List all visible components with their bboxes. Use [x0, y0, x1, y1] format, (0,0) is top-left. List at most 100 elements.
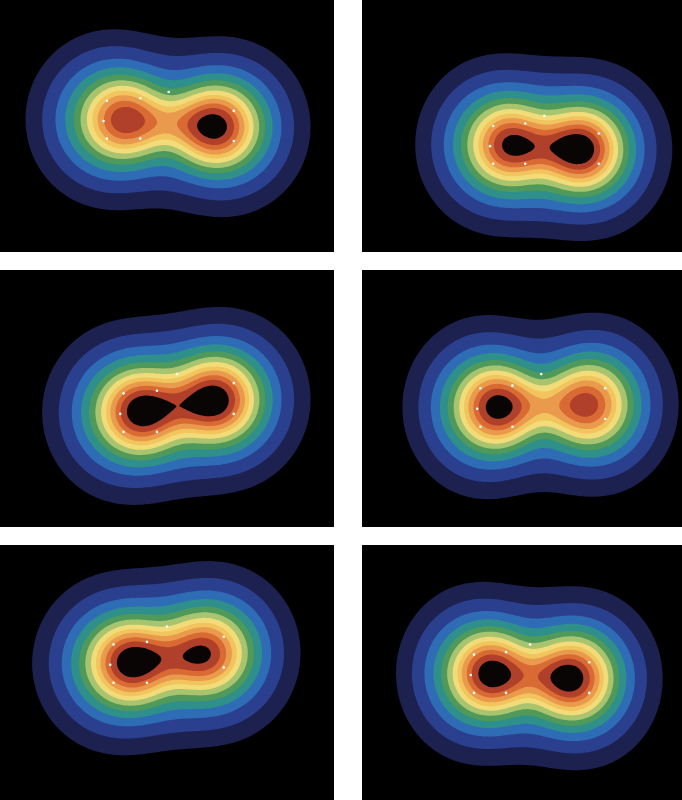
- atom-dot: [505, 692, 508, 695]
- contour-band: [105, 632, 226, 687]
- contour-band: [402, 313, 678, 499]
- contour-band: [431, 70, 656, 225]
- atom-dot: [511, 384, 514, 387]
- atom-dot: [122, 431, 125, 434]
- contour-band: [483, 118, 610, 179]
- contour-band: [467, 650, 595, 702]
- contour-band: [71, 599, 262, 718]
- atom-dot: [109, 664, 112, 667]
- panel-background: [0, 545, 334, 800]
- contour-band: [415, 53, 672, 241]
- contour-band: [467, 104, 623, 192]
- atom-dot: [598, 163, 601, 166]
- contour-band: [472, 655, 590, 698]
- contour-band: [396, 582, 663, 770]
- panel-background: [362, 545, 682, 800]
- figure: [0, 0, 682, 800]
- atom-dot: [222, 636, 225, 639]
- contour-band: [433, 619, 626, 733]
- contour-band: [502, 134, 594, 164]
- contour-band: [26, 29, 311, 217]
- contour-band: [81, 80, 260, 168]
- atom-dot: [473, 653, 476, 656]
- contour-band: [488, 123, 604, 174]
- plot-area: [32, 561, 300, 755]
- contour-band: [486, 395, 513, 419]
- plot-area: [415, 53, 672, 241]
- panel-background: [0, 270, 334, 527]
- atom-dot: [598, 132, 601, 135]
- contour-band: [127, 386, 229, 427]
- plot-area: [42, 307, 310, 505]
- contour-band: [49, 578, 284, 739]
- contour-band: [72, 336, 282, 476]
- atom-dot: [139, 97, 142, 100]
- atom-dot: [222, 666, 225, 669]
- contour-band: [87, 86, 254, 163]
- contour-band: [461, 98, 629, 197]
- atom-dot: [492, 163, 495, 166]
- contour-band: [106, 366, 249, 445]
- atom-dot: [106, 100, 109, 103]
- atom-dot: [233, 140, 236, 143]
- contour-band: [431, 343, 651, 470]
- plot-area: [396, 582, 663, 770]
- atom-dot: [122, 392, 125, 395]
- contour-band: [453, 637, 609, 716]
- contour-band: [464, 375, 616, 439]
- contour-band: [104, 101, 239, 150]
- contour-band: [478, 114, 613, 183]
- atom-dot: [473, 692, 476, 695]
- panel: [362, 545, 682, 800]
- contour-band: [473, 109, 618, 187]
- contour-band: [424, 611, 634, 741]
- contour-band: [478, 661, 583, 692]
- atom-dot: [588, 692, 591, 695]
- contour-band: [444, 82, 645, 212]
- contour-band: [116, 375, 240, 436]
- atom-dot: [156, 389, 159, 392]
- atom-dot: [102, 120, 105, 123]
- contour-band: [59, 324, 294, 488]
- contour-band: [441, 626, 619, 726]
- contour-band: [459, 371, 621, 444]
- contour-band: [100, 627, 232, 692]
- atom-dot: [492, 125, 495, 128]
- panel-background: [362, 0, 682, 252]
- atom-dot: [176, 373, 179, 376]
- panel: [0, 0, 334, 252]
- atom-dot: [511, 425, 514, 428]
- atom-dot: [470, 674, 473, 677]
- contour-band: [79, 607, 254, 712]
- contour-band: [418, 330, 662, 482]
- atom-dot: [524, 163, 527, 166]
- contour-band: [468, 379, 611, 435]
- contour-band: [474, 384, 606, 431]
- contour-band: [453, 91, 636, 204]
- atom-dot: [540, 373, 543, 376]
- plot-area: [402, 313, 678, 499]
- contour-band: [81, 344, 273, 467]
- contour-band: [447, 632, 613, 721]
- contour-band: [101, 362, 254, 450]
- atom-dot: [524, 122, 527, 125]
- panel-background: [362, 270, 682, 527]
- contour-band: [42, 307, 310, 505]
- contour-band: [448, 359, 634, 454]
- contour-band: [110, 638, 220, 683]
- atom-dot: [479, 425, 482, 428]
- atom-dot: [156, 431, 159, 434]
- contour-band: [32, 561, 300, 755]
- atom-dot: [139, 137, 142, 140]
- contour-band: [62, 590, 271, 726]
- contour-band: [74, 75, 265, 174]
- contour-band: [440, 352, 642, 462]
- contour-band: [42, 46, 294, 200]
- atom-dot: [233, 413, 236, 416]
- contour-band: [96, 623, 237, 696]
- atom-dot: [604, 387, 607, 390]
- contour-band: [110, 370, 245, 441]
- atom-dot: [543, 115, 546, 118]
- contour-band: [89, 351, 265, 460]
- contour-band: [92, 91, 248, 159]
